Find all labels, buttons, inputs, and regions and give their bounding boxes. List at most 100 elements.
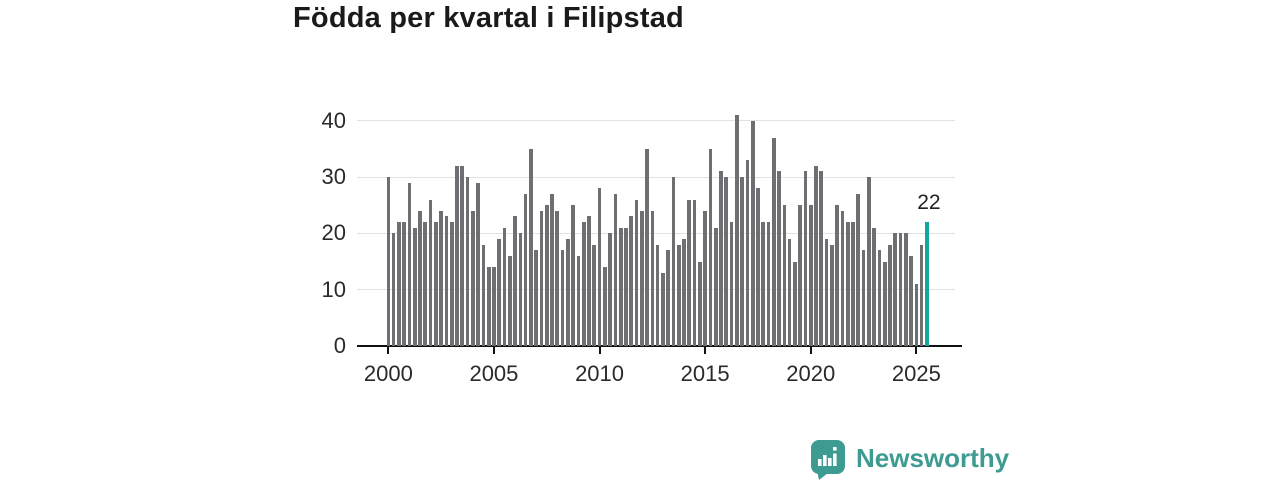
bar-63 [719, 171, 723, 346]
bar-96 [893, 233, 898, 346]
y-axis-label-30: 30 [321, 164, 346, 190]
x-axis-tick-2005 [492, 347, 495, 354]
bar-45 [624, 227, 628, 346]
bar-41 [602, 267, 607, 346]
bar-67 [740, 177, 744, 346]
bar-52 [661, 272, 665, 346]
bar-31 [550, 193, 554, 346]
bar-98 [903, 233, 908, 346]
bar-40 [597, 188, 602, 346]
bar-32 [555, 210, 560, 346]
bar-7 [423, 222, 428, 346]
bar-14 [460, 165, 465, 346]
x-axis-label-2010: 2010 [575, 361, 625, 386]
x-axis-label-2015: 2015 [680, 361, 730, 386]
bar-89 [856, 193, 861, 346]
x-axis-tick-2025 [915, 347, 918, 354]
bar-46 [629, 216, 634, 346]
bar-0 [386, 177, 391, 346]
bar-66 [734, 115, 739, 346]
bar-76 [787, 238, 792, 346]
bar-74 [777, 171, 781, 346]
bar-72 [766, 222, 771, 346]
bar-20 [492, 267, 496, 346]
bar-90 [861, 250, 866, 346]
bar-68 [745, 160, 750, 346]
bar-93 [877, 250, 882, 346]
bar-16 [470, 210, 475, 346]
bar-65 [729, 222, 734, 346]
bar-83 [824, 238, 829, 346]
bar-57 [687, 199, 692, 346]
bar-97 [898, 233, 903, 346]
bar-50 [650, 210, 655, 346]
chart-title: Födda per kvartal i Filipstad [293, 2, 684, 34]
x-axis-tick-2015 [704, 347, 707, 354]
bar-6 [418, 210, 422, 346]
x-axis-label-2000: 2000 [363, 361, 413, 386]
bar-15 [465, 177, 470, 346]
bar-82 [819, 171, 824, 346]
bar-12 [449, 222, 454, 346]
x-axis-label-2005: 2005 [469, 361, 519, 386]
bar-38 [587, 216, 591, 346]
bar-34 [566, 238, 570, 346]
y-axis-label-20: 20 [321, 220, 346, 246]
highlighted-bar-102 [925, 222, 929, 346]
bar-22 [502, 227, 507, 346]
bar-62 [713, 227, 718, 346]
bar-91 [866, 177, 871, 346]
bar-69 [750, 120, 755, 346]
bar-56 [682, 238, 686, 346]
bar-77 [793, 261, 797, 346]
bar-29 [539, 210, 544, 346]
bar-78 [798, 205, 803, 346]
bar-35 [571, 205, 575, 346]
bar-10 [439, 210, 443, 346]
bar-70 [756, 188, 760, 346]
bar-44 [618, 227, 623, 346]
bar-28 [534, 250, 539, 346]
bar-101 [919, 244, 924, 346]
bar-30 [544, 205, 549, 346]
bar-33 [560, 250, 565, 346]
newsworthy-logo-text: Newsworthy [856, 443, 1010, 473]
bar-1 [391, 233, 396, 346]
x-axis-label-2025: 2025 [891, 361, 941, 386]
bar-37 [581, 222, 586, 346]
bar-88 [851, 222, 855, 346]
x-axis-label-2020: 2020 [786, 361, 836, 386]
bar-95 [888, 244, 892, 346]
bar-53 [666, 250, 671, 346]
bar-43 [613, 193, 618, 346]
bar-58 [692, 199, 697, 346]
bar-80 [808, 205, 813, 346]
bar-8 [428, 199, 433, 346]
bar-21 [497, 238, 502, 346]
y-axis-label-10: 10 [321, 276, 346, 302]
bar-84 [830, 244, 834, 346]
bar-51 [655, 244, 660, 346]
bar-60 [703, 210, 707, 346]
bar-87 [845, 222, 850, 346]
bar-13 [455, 165, 459, 346]
bar-99 [909, 255, 913, 346]
bar-3 [402, 222, 407, 346]
bar-55 [676, 244, 681, 346]
bar-54 [671, 177, 676, 346]
bar-42 [608, 233, 612, 346]
bar-47 [634, 199, 639, 346]
bar-36 [576, 255, 581, 346]
gridline-y-20 [357, 232, 955, 234]
bar-39 [592, 244, 597, 346]
x-axis-tick-2020 [809, 347, 812, 354]
bar-86 [840, 210, 845, 346]
bar-4 [407, 182, 412, 346]
x-axis-line [357, 345, 962, 347]
bar-2 [397, 222, 401, 346]
bar-79 [803, 171, 808, 346]
gridline-y-30 [357, 176, 955, 178]
bar-92 [872, 227, 876, 346]
bar-19 [486, 267, 491, 346]
bar-61 [708, 148, 713, 346]
